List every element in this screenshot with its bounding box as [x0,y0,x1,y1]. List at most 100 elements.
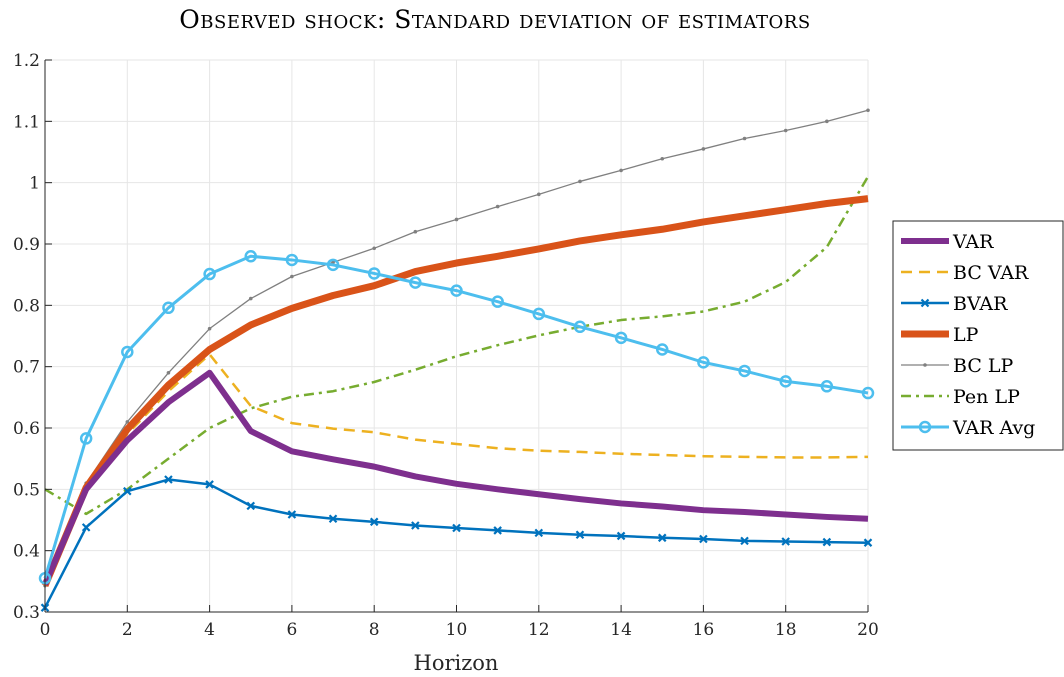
data-point-dot-marker [207,326,212,331]
data-point-circle-marker [162,301,175,315]
x-tick-label: 2 [122,620,133,640]
data-point-circle-marker [285,253,299,267]
y-tick-label: 1 [29,174,40,194]
data-point-circle-marker [450,284,463,297]
y-tick-label: 0.9 [13,235,40,255]
x-axis-title: Horizon [414,651,499,675]
legend-label: LP [953,324,979,346]
x-tick-label: 16 [693,620,715,640]
legend-item-var-avg: VAR Avg [901,417,1035,439]
data-point-circle-marker [614,331,628,345]
data-point-circle-marker [367,267,381,280]
data-point-x-marker [287,510,297,519]
data-point-x-marker [534,528,544,538]
x-tick-label: 10 [446,620,468,640]
data-point-dot-marker [701,147,706,151]
legend-label: VAR Avg [952,417,1035,439]
legend-label: BVAR [953,293,1008,315]
data-point-circle-marker [326,258,340,272]
legend-label: BC VAR [953,262,1029,284]
data-point-circle-marker [532,307,546,321]
legend-item-var: VAR [901,231,994,253]
data-point-x-marker [328,514,338,524]
data-point-circle-marker [697,356,710,369]
series-var-avg [38,250,875,585]
data-point-x-marker [411,521,420,530]
x-tick-label: 6 [286,620,297,640]
x-tick-label: 14 [610,620,632,640]
data-point-circle-marker [79,432,93,445]
data-point-x-marker [81,523,91,532]
data-point-x-marker [822,537,832,547]
data-point-circle-marker [738,364,751,378]
data-point-circle-marker [121,345,134,359]
y-tick-label: 0.7 [13,358,40,378]
data-point-dot-marker [537,192,541,197]
data-point-x-marker [123,486,132,496]
data-point-dot-marker [866,108,870,113]
chart-title: Observed shock: Standard deviation of es… [179,5,810,34]
series-pen-lp [44,175,870,516]
legend-label: BC LP [953,355,1014,377]
series-line-var [42,369,869,586]
data-point-dot-marker [166,371,171,375]
data-point-x-marker [164,475,173,484]
x-tick-label: 0 [40,620,51,640]
data-point-x-marker [246,501,256,511]
data-point-x-marker [740,536,749,546]
x-tick-label: 12 [528,620,550,640]
data-point-circle-marker [861,386,875,400]
x-tick-label: 18 [775,620,797,640]
series-line-bc-var [43,353,869,585]
y-tick-label: 1.1 [13,112,40,132]
x-tick-label: 8 [369,620,380,640]
data-point-dot-marker [619,168,623,173]
data-point-dot-marker [248,296,253,301]
data-point-dot-marker [413,229,418,234]
legend-item-pen-lp: Pen LP [901,386,1020,408]
axes: 0 2 4 6 8 10 12 14 16 18 20 0.3 0.4 0.5 0.6 0.7 0.8 0.9 1 1… [13,51,879,640]
series-line-var-avg [43,254,869,579]
y-tick-label: 0.5 [13,480,40,500]
data-point-x-marker [699,534,708,544]
data-point-x-marker [657,533,667,543]
legend-label: VAR [952,231,994,253]
legend-label: Pen LP [953,386,1020,408]
series-bc-var [43,353,869,585]
x-tick-label: 4 [204,620,215,640]
data-point-x-marker [493,526,502,535]
data-point-x-marker [920,298,930,308]
data-point-dot-marker [578,179,582,184]
series-line-lp [41,195,869,587]
y-tick-label: 0.4 [13,542,40,562]
legend-item-lp: LP [901,324,979,346]
legend-item-bc-var: BC VAR [901,262,1029,284]
data-point-x-marker [205,480,214,489]
data-point-x-marker [616,531,626,541]
y-tick-label: 0.3 [13,603,40,623]
series-lp [41,195,869,587]
data-point-circle-marker [491,295,504,308]
data-point-dot-marker [783,128,788,133]
data-point-circle-marker [203,267,216,281]
data-point-circle-marker [779,375,792,388]
y-tick-label: 0.8 [13,296,40,316]
y-tick-label: 1.2 [13,51,40,71]
series-var [42,369,869,586]
data-point-x-marker [863,538,873,547]
data-point-circle-marker [918,420,932,434]
data-point-x-marker [781,537,790,546]
series-bvar [40,475,873,612]
data-point-dot-marker [454,217,459,222]
data-point-dot-marker [825,119,829,124]
y-tick-label: 0.6 [13,419,40,439]
grid [44,59,869,613]
data-point-dot-marker [923,363,927,367]
data-point-circle-marker [244,250,257,263]
x-tick-label: 20 [857,620,879,640]
data-point-dot-marker [742,136,747,141]
data-point-circle-marker [656,343,669,356]
data-point-x-marker [575,530,585,539]
data-point-dot-marker [290,274,294,279]
